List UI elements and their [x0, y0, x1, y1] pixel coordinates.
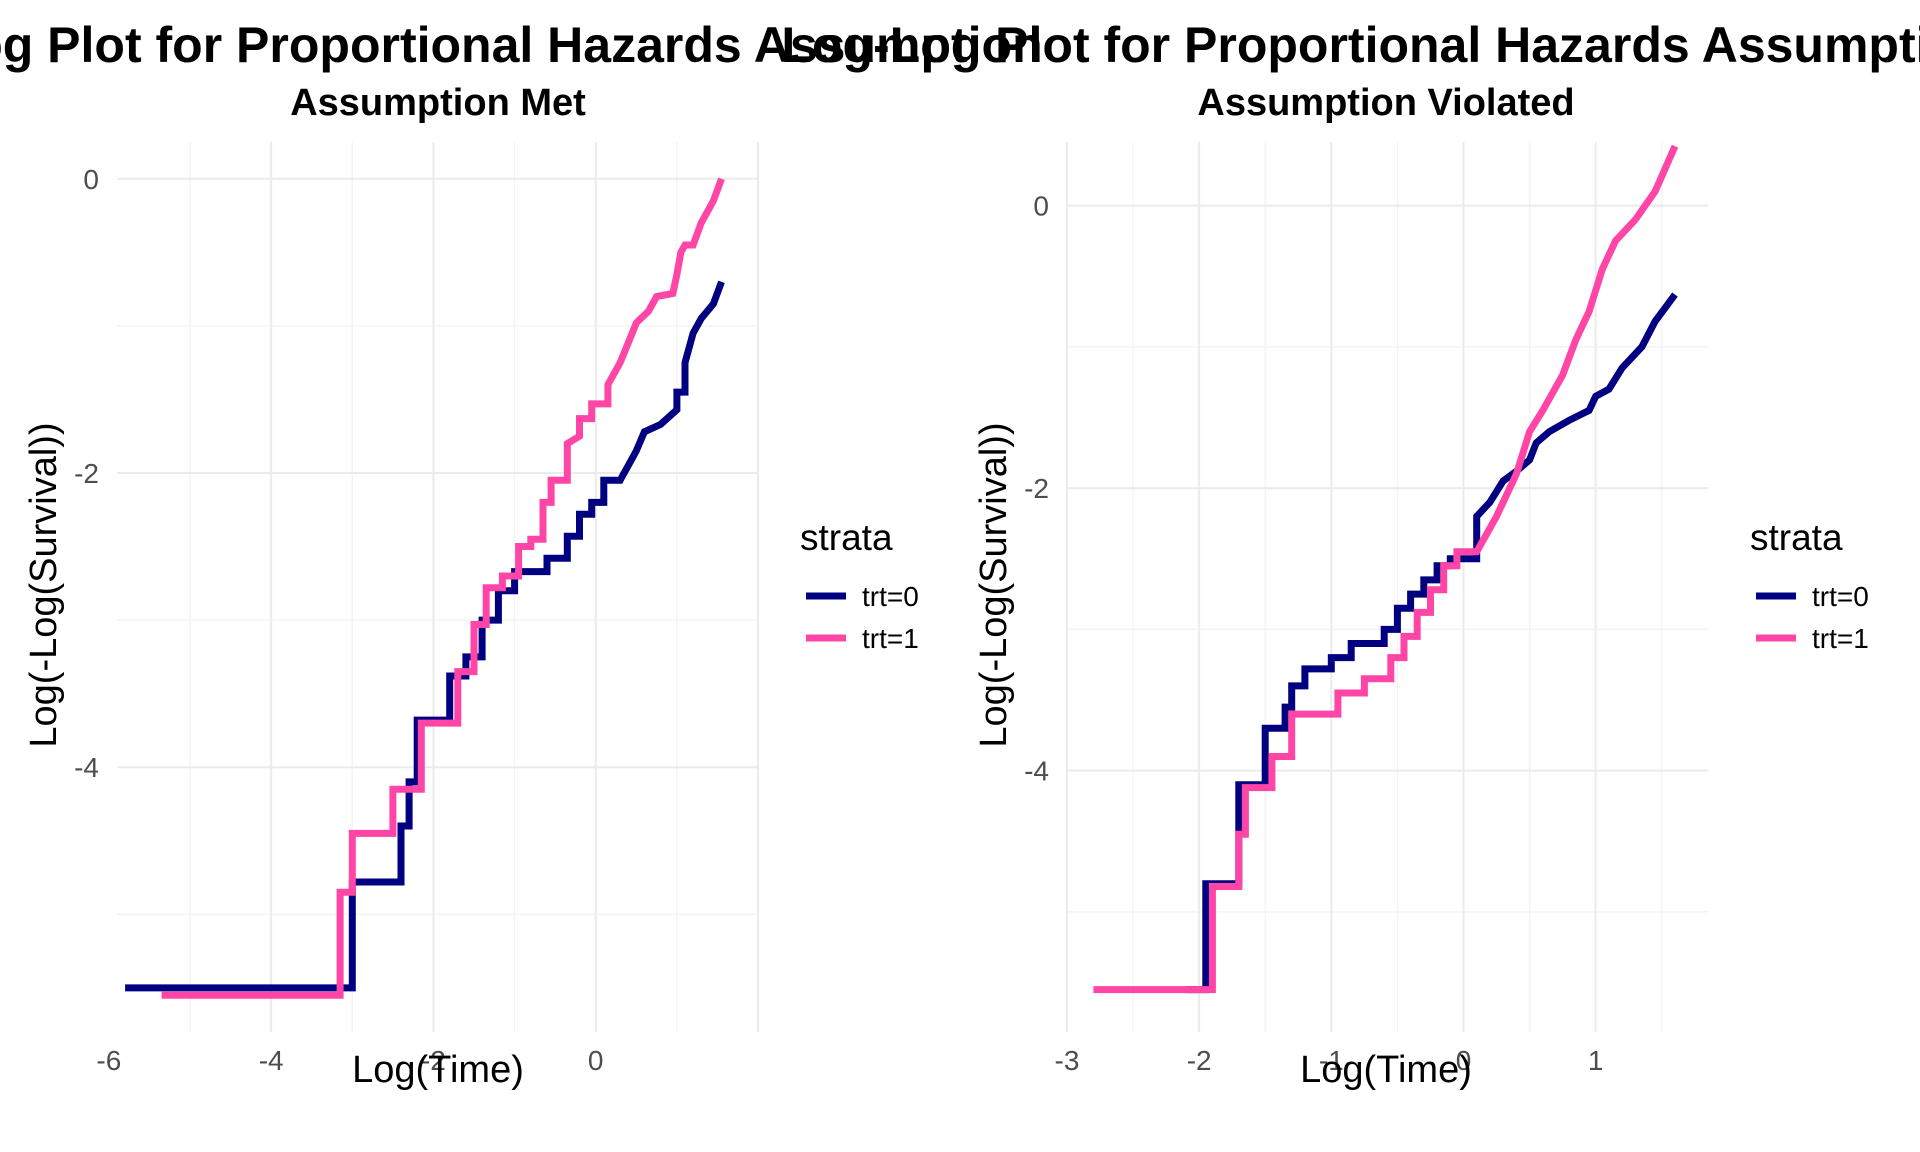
- panel-2-legend: strata trt=0 trt=1: [1750, 517, 1869, 654]
- y-tick-label: -2: [1024, 473, 1049, 504]
- panel-1-legend-label-trt1: trt=1: [862, 623, 919, 654]
- x-tick-label: -2: [1187, 1045, 1212, 1076]
- panel-2-legend-label-trt1: trt=1: [1812, 623, 1869, 654]
- panel-1-series: [125, 177, 725, 999]
- x-tick-label: -3: [1055, 1045, 1080, 1076]
- panel-1-y-axis-title: Log(-Log(Survival)): [23, 422, 65, 747]
- panel-1-legend-label-trt0: trt=0: [862, 581, 919, 612]
- x-tick-label: -1: [1319, 1045, 1344, 1076]
- panel-assumption-violated: Assumption Violated -3 -2 -1 0 1 -4 -2 0 Log(Ti…: [973, 82, 1869, 1091]
- y-tick-label: -4: [1024, 756, 1049, 787]
- panel-1-subtitle: Assumption Met: [290, 82, 586, 124]
- panel-2-grid: [1066, 142, 1708, 1032]
- x-tick-label: 1: [1588, 1045, 1604, 1076]
- panel-1-legend-title: strata: [800, 517, 893, 558]
- panel-assumption-met: Assumption Met -6 -4 -2 0 -4 -2 0 Log(Time) Lo…: [23, 82, 919, 1091]
- panel-2-legend-label-trt0: trt=0: [1812, 581, 1869, 612]
- panel-2-ticks: -3 -2 -1 0 1 -4 -2 0: [1024, 191, 1603, 1076]
- x-tick-label: -4: [259, 1045, 284, 1076]
- y-tick-label: -4: [74, 752, 99, 783]
- panel-2-subtitle: Assumption Violated: [1197, 82, 1574, 124]
- x-tick-label: 0: [1456, 1045, 1472, 1076]
- panel-1-legend: strata trt=0 trt=1: [800, 517, 919, 654]
- panel-1-ticks: -6 -4 -2 0 -4 -2 0: [74, 164, 603, 1076]
- panel-1-grid: [117, 142, 759, 1032]
- panel-2-series: [1093, 144, 1679, 994]
- series-line-trt1: [1093, 144, 1679, 994]
- y-tick-label: 0: [1033, 191, 1049, 222]
- panel-2-x-axis-title: Log(Time): [1300, 1049, 1472, 1091]
- panel-2-legend-title: strata: [1750, 517, 1843, 558]
- panel-1-x-axis-title: Log(Time): [352, 1049, 524, 1091]
- x-tick-label: -2: [421, 1045, 446, 1076]
- series-line-trt0: [125, 280, 725, 992]
- series-line-trt0: [1185, 292, 1678, 994]
- panel-1-main-title: Log-Log Plot for Proportional Hazards As…: [0, 17, 1043, 73]
- panel-2-y-axis-title: Log(-Log(Survival)): [973, 422, 1015, 747]
- y-tick-label: -2: [74, 458, 99, 489]
- series-line-trt1: [161, 177, 725, 999]
- x-tick-label: 0: [588, 1045, 604, 1076]
- y-tick-label: 0: [83, 164, 99, 195]
- x-tick-label: -6: [96, 1045, 121, 1076]
- panel-2-main-title: Log-Log Plot for Proportional Hazards As…: [781, 17, 1920, 73]
